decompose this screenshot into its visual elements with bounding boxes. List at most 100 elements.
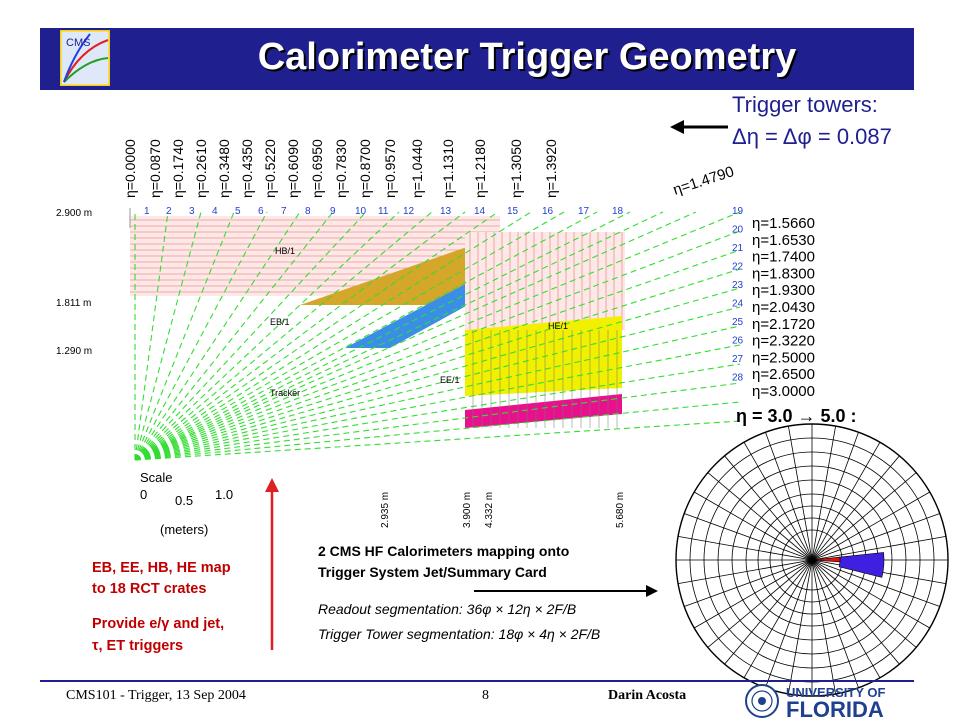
tower-boundary-line xyxy=(134,401,741,461)
uf-line2: FLORIDA xyxy=(786,697,884,720)
tower-number: 20 xyxy=(732,225,744,236)
z-label: 3.900 m xyxy=(462,492,473,528)
tower-number: 7 xyxy=(281,206,287,217)
ee-yellow-region xyxy=(465,316,622,396)
tower-boundary-line xyxy=(134,287,741,461)
tower-number: 14 xyxy=(474,206,486,217)
tower-number: 17 xyxy=(578,206,590,217)
tower-boundary-line xyxy=(134,306,741,461)
hf-eta-ring xyxy=(731,479,893,641)
hf-segmentation-wheel xyxy=(675,423,949,697)
scale-title: Scale xyxy=(140,470,173,485)
rct-line1: EB, EE, HB, HE map xyxy=(92,560,231,576)
tower-number: 8 xyxy=(305,206,311,217)
eta-boundary-label: η=1.2180 xyxy=(472,139,488,198)
tower-number: 18 xyxy=(612,206,624,217)
tower-number: 3 xyxy=(189,206,195,217)
hf-eta-range: η = 3.0 → 5.0 : xyxy=(736,406,857,426)
right-eta-label: η=3.0000 xyxy=(752,383,815,400)
tower-number: 22 xyxy=(732,262,744,273)
tower-boundary-line xyxy=(134,211,598,461)
hf-line2: Trigger System Jet/Summary Card xyxy=(318,564,547,580)
hf-line1: 2 CMS HF Calorimeters mapping onto xyxy=(318,543,569,559)
title-bar: Calorimeter Trigger Geometry xyxy=(40,28,914,90)
hf-trigger: Trigger Tower segmentation: 18φ × 4η × 2… xyxy=(318,626,600,642)
eta-boundary-label: η=0.0000 xyxy=(122,139,138,198)
university-of-florida-logo: UNIVERSITY OF FLORIDA xyxy=(745,684,886,720)
hf-trigger-tower-red xyxy=(814,556,841,563)
scale-unit: (meters) xyxy=(160,522,208,537)
hf-readout: Readout segmentation: 36φ × 12η × 2F/B xyxy=(318,601,576,617)
tower-number: 12 xyxy=(403,206,415,217)
ee-tower-lines xyxy=(472,330,618,428)
eta-boundary-label: η=0.6090 xyxy=(285,139,301,198)
he-label: HE/1 xyxy=(548,321,568,331)
eta-boundary-labels: η=0.0000 η=0.0870 η=0.1740 η=0.2610 η=0.3480… xyxy=(122,139,559,198)
tower-boundary-line xyxy=(134,230,741,461)
radius-label: 1.290 m xyxy=(56,346,92,357)
tower-numbers: 1 2 3 4 5 6 7 8 9 10 11 12 13 14 15 16 17 18 xyxy=(144,206,624,217)
eta-boundary-label: η=0.3480 xyxy=(216,139,232,198)
hf-trigger-tower-blue xyxy=(838,552,885,578)
tower-number: 11 xyxy=(378,206,389,217)
scale-tick: 0.5 xyxy=(175,493,193,508)
right-eta-label: η=2.6500 xyxy=(752,366,815,383)
tower-boundary-line xyxy=(134,211,400,461)
tower-boundary-line xyxy=(134,211,565,461)
tower-number: 13 xyxy=(440,206,452,217)
hf-phi-line xyxy=(677,535,947,585)
tower-number: 16 xyxy=(542,206,554,217)
z-label: 2.935 m xyxy=(380,492,391,528)
tower-boundary-line xyxy=(134,344,741,461)
tower-boundary-line xyxy=(134,211,235,461)
hf-eta-ring xyxy=(717,465,907,655)
right-eta-label: η=1.8300 xyxy=(752,265,815,282)
radius-label: 1.811 m xyxy=(56,298,91,309)
tower-boundary-line xyxy=(134,211,169,461)
scale-tick: 0 xyxy=(140,487,147,502)
eta-boundary-label: η=1.3050 xyxy=(508,139,524,198)
eta-boundary-label: η=1.1310 xyxy=(440,139,456,198)
tower-boundary-line xyxy=(134,211,433,461)
right-eta-label: η=2.1720 xyxy=(752,316,815,333)
trigger-towers-title: Trigger towers: xyxy=(732,92,878,117)
tower-number: 23 xyxy=(732,280,744,291)
hf-eta-ring xyxy=(703,451,921,669)
page-title: Calorimeter Trigger Geometry xyxy=(257,36,797,78)
rct-line2: to 18 RCT crates xyxy=(92,581,207,597)
right-eta-label: η=1.6530 xyxy=(752,232,815,249)
ee-label: EE/1 xyxy=(440,375,460,385)
tower-number: 19 xyxy=(732,206,744,217)
eta-boundary-label: η=0.0870 xyxy=(147,139,163,198)
eta-boundary-label: η=0.8700 xyxy=(357,139,373,198)
tower-number: 1 xyxy=(144,206,150,217)
uf-line1: UNIVERSITY OF xyxy=(786,685,886,700)
right-eta-label: η=1.7400 xyxy=(752,249,815,266)
tower-number: 28 xyxy=(732,373,744,384)
tower-boundary-line xyxy=(134,363,741,461)
tower-boundary-lines xyxy=(134,211,741,461)
right-eta-label: η=1.5660 xyxy=(752,215,815,232)
tower-boundary-line xyxy=(134,211,202,461)
eta-boundary-label: η=0.7830 xyxy=(333,139,349,198)
trigger-towers-equation: Δη = Δφ = 0.087 xyxy=(732,124,892,149)
tower-boundary-line xyxy=(134,211,499,461)
hf-eta-ring xyxy=(689,437,935,683)
tower-number: 15 xyxy=(507,206,519,217)
tower-number: 9 xyxy=(330,206,336,217)
tower-number: 21 xyxy=(732,243,744,254)
hb-label: HB/1 xyxy=(275,246,295,256)
eta-diag-label: η=1.4790 xyxy=(671,163,736,199)
right-eta-label: η=2.5000 xyxy=(752,349,815,366)
tower-boundary-line xyxy=(134,211,268,461)
eta-boundary-label: η=0.5220 xyxy=(262,139,278,198)
tower-boundary-line xyxy=(134,249,741,461)
tower-boundary-line xyxy=(134,211,697,461)
eta-boundary-label: η=0.9570 xyxy=(382,139,398,198)
tower-number: 25 xyxy=(732,317,744,328)
eta-boundary-label: η=0.6950 xyxy=(309,139,325,198)
rct-line4: τ, ET triggers xyxy=(92,638,184,654)
eta-boundary-label: η=0.1740 xyxy=(170,139,186,198)
rct-line3: Provide e/γ and jet, xyxy=(92,616,225,632)
